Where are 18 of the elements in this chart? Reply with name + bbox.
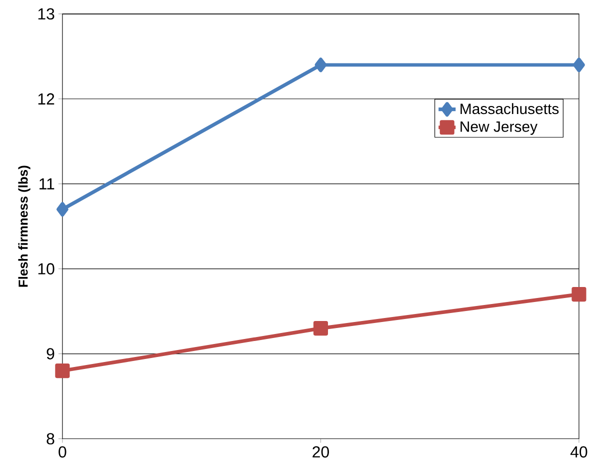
y-tick-label: 11	[40, 178, 54, 190]
point	[55, 364, 70, 378]
y-tick-label: 10	[38, 263, 54, 275]
y-tick-label: 8	[46, 433, 54, 444]
point	[573, 58, 585, 72]
x-tick-label: 20	[312, 446, 329, 458]
legend-label: Massachusetts	[460, 103, 559, 114]
point	[56, 202, 68, 217]
y-tick-label: 12	[38, 93, 54, 105]
point	[572, 287, 586, 302]
y-tick-label: 9	[46, 348, 54, 360]
y-axis-title: Flesh firmness (lbs)	[18, 166, 30, 287]
x-tick-label: 40	[570, 446, 588, 458]
point	[314, 58, 327, 72]
y-tick-label: 13	[38, 8, 54, 20]
legend-label: New Jersey	[460, 122, 538, 135]
x-tick-label: 0	[58, 446, 66, 458]
point	[313, 321, 328, 336]
